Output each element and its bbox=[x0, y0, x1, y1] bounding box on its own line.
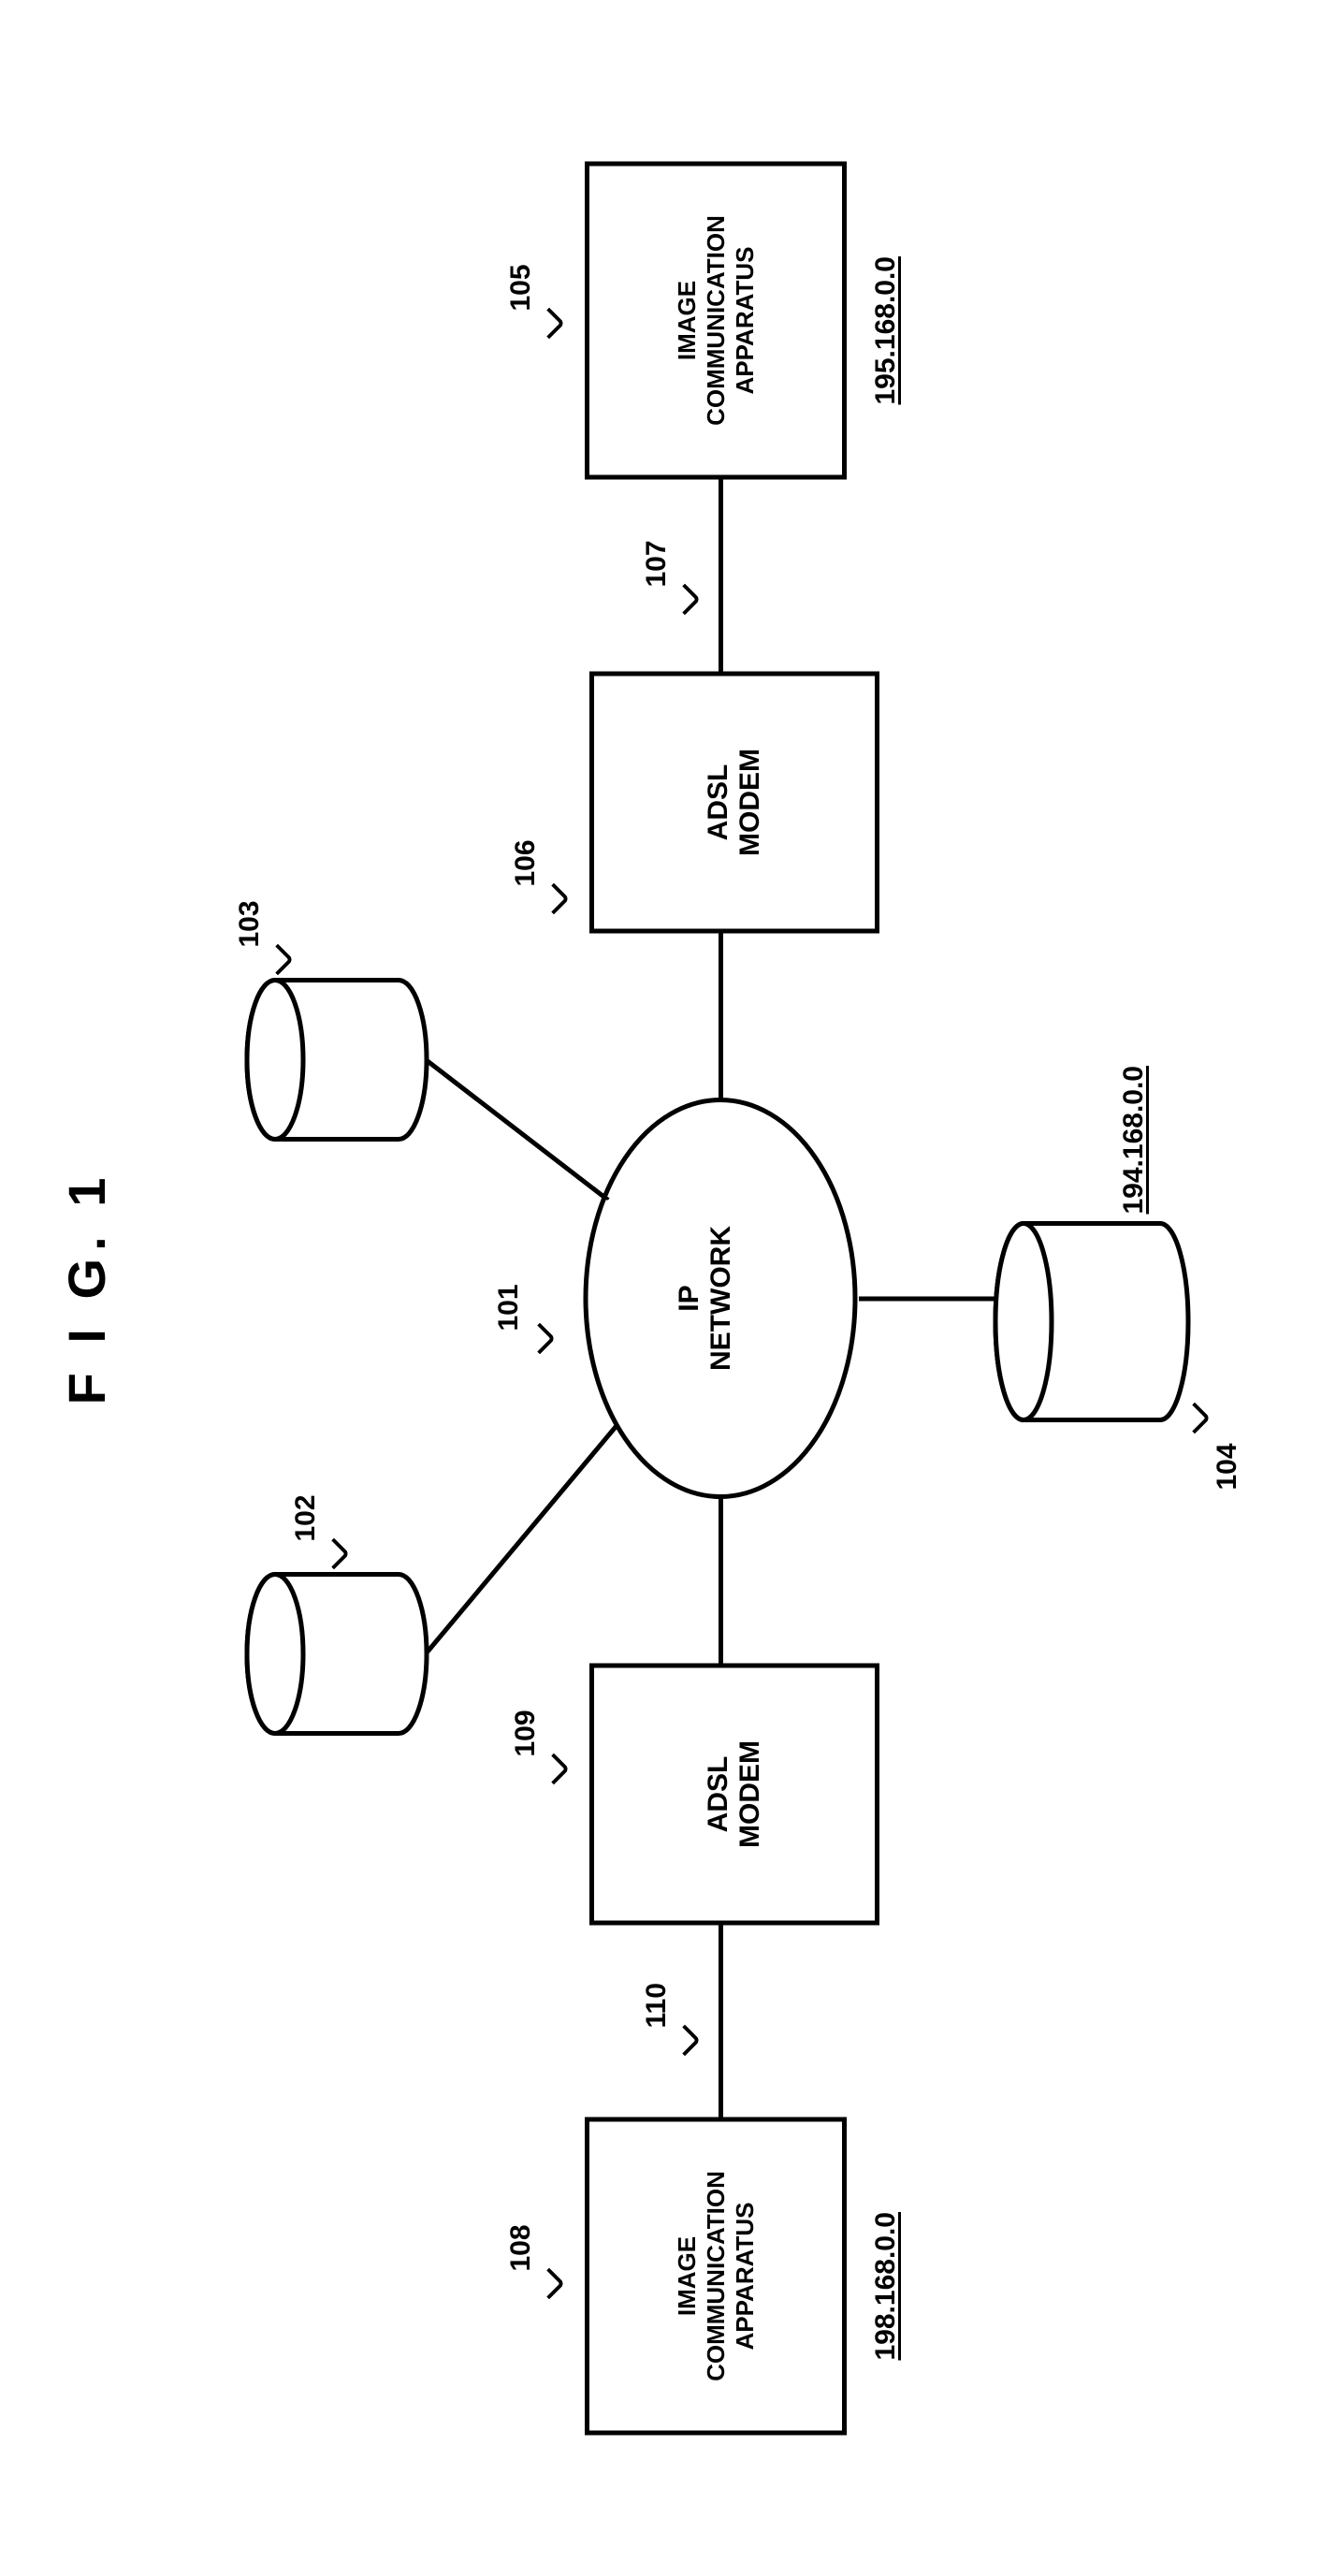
ref-label-103: 103 bbox=[234, 900, 266, 947]
ref-tick-101 bbox=[524, 1323, 556, 1355]
diagram-wrapper: F I G. 1 IP NETWORK 101 102 103 104 194.… bbox=[0, 0, 1336, 2576]
ref-label-105: 105 bbox=[505, 264, 537, 311]
db-cylinder-102 bbox=[243, 1570, 430, 1739]
ref-tick-110 bbox=[669, 2025, 701, 2057]
line-106-to-network bbox=[719, 934, 723, 1102]
ref-tick-102 bbox=[318, 1538, 350, 1570]
ip-label-104: 194.168.0.0 bbox=[1118, 1066, 1150, 1214]
ref-label-102: 102 bbox=[290, 1494, 322, 1541]
ip-label-105: 195.168.0.0 bbox=[870, 256, 902, 404]
ref-label-104: 104 bbox=[1212, 1443, 1243, 1490]
ref-tick-107 bbox=[669, 584, 701, 616]
ip-label-108: 198.168.0.0 bbox=[870, 2212, 902, 2360]
ref-tick-103 bbox=[262, 944, 294, 976]
ref-label-107: 107 bbox=[641, 540, 673, 587]
ref-tick-108 bbox=[533, 2268, 565, 2300]
ref-label-109: 109 bbox=[510, 1710, 542, 1756]
ref-label-101: 101 bbox=[493, 1284, 525, 1331]
link-segment-110 bbox=[719, 1926, 723, 2118]
image-comm-apparatus-108: IMAGE COMMUNICATION APPARATUS bbox=[585, 2118, 847, 2436]
adsl-modem-106: ADSL MODEM bbox=[589, 672, 879, 934]
line-103-to-network bbox=[426, 1032, 622, 1201]
image-comm-apparatus-105: IMAGE COMMUNICATION APPARATUS bbox=[585, 162, 847, 480]
db-cylinder-104 bbox=[992, 1219, 1193, 1425]
db-cylinder-103 bbox=[243, 976, 430, 1144]
line-network-to-104 bbox=[859, 1297, 995, 1302]
line-102-to-network bbox=[426, 1411, 632, 1654]
ref-tick-105 bbox=[533, 308, 565, 340]
figure-title: F I G. 1 bbox=[56, 0, 117, 2576]
link-segment-107 bbox=[719, 480, 723, 672]
ref-label-106: 106 bbox=[510, 839, 542, 886]
ip-network-label: IP NETWORK bbox=[674, 1093, 737, 1505]
adsl-modem-109: ADSL MODEM bbox=[589, 1664, 879, 1926]
ref-label-110: 110 bbox=[641, 1983, 673, 2028]
line-109-to-network bbox=[719, 1495, 723, 1664]
ref-label-108: 108 bbox=[505, 2224, 537, 2271]
ref-tick-106 bbox=[538, 883, 570, 915]
ref-tick-109 bbox=[538, 1754, 570, 1785]
